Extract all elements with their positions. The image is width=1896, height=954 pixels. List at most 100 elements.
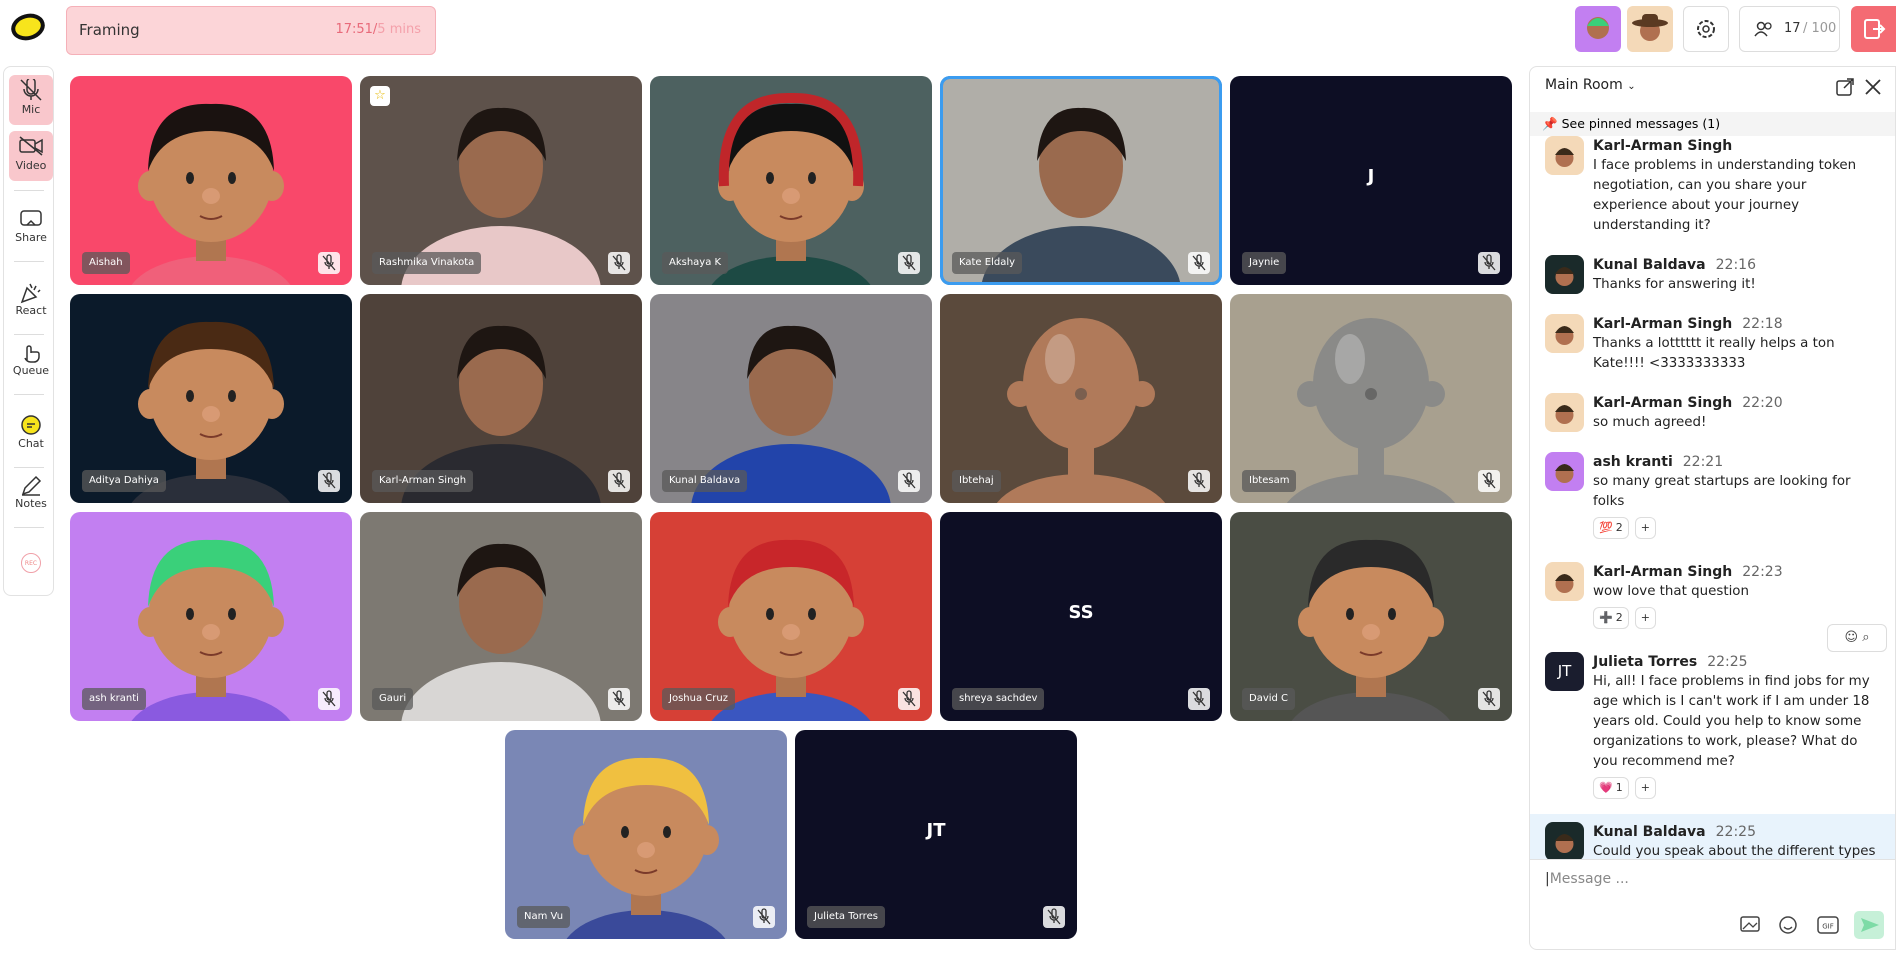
message-header: Karl-Arman Singh 22:20 (1593, 391, 1895, 413)
person-head (1039, 114, 1123, 218)
add-reaction[interactable]: + (1634, 776, 1656, 799)
video-tile[interactable]: Ibtehaj (940, 294, 1222, 503)
sidebar-button[interactable]: React (9, 276, 53, 326)
video-tile[interactable]: Kunal Baldava (650, 294, 932, 503)
mic-shape (1192, 690, 1206, 707)
eye (228, 390, 236, 402)
user-avatar[interactable] (1575, 6, 1621, 52)
add-reaction[interactable]: + (1634, 516, 1656, 539)
tile-art (711, 539, 871, 721)
pinned-bar[interactable]: 📌 See pinned messages (1) (1530, 112, 1895, 136)
settings-button[interactable] (1683, 6, 1729, 52)
sidebar-button[interactable]: REC (9, 551, 53, 575)
sidebar-button[interactable]: Video (9, 131, 53, 181)
image-button[interactable] (1740, 916, 1760, 932)
logo[interactable] (10, 12, 46, 42)
emoji-button[interactable] (1779, 916, 1797, 934)
add-reaction[interactable]: + (1634, 606, 1656, 629)
message-avatar (1545, 822, 1584, 859)
reaction-emoji: 💯 (1599, 520, 1613, 534)
mic-svg (322, 472, 336, 489)
video-tile[interactable]: Akshaya K (650, 76, 932, 285)
room-selector[interactable]: Main Room ⌄ (1545, 77, 1636, 93)
sidebar-label: Notes (15, 497, 47, 510)
message-input[interactable]: |Message ... (1545, 871, 1629, 887)
message-text: Hi, all! I face problems in find jobs fo… (1593, 674, 1870, 769)
message-header: Karl-Arman Singh 22:18 (1593, 312, 1895, 334)
hair (1308, 539, 1434, 607)
video-tile[interactable]: Nam Vu (505, 730, 787, 939)
mic-shape (1192, 472, 1206, 489)
sidebar-label: Chat (18, 437, 44, 450)
nose (637, 842, 655, 858)
video-tile[interactable]: Aishah (70, 76, 352, 285)
mic-shape (902, 472, 916, 489)
mic-svg (612, 472, 626, 489)
settings-icon (1697, 20, 1715, 38)
leave-button[interactable] (1851, 6, 1896, 52)
message-actions[interactable]: ☺ ⌕ (1827, 624, 1887, 652)
icon-shape (21, 415, 41, 435)
head (149, 110, 273, 242)
mic-svg (1482, 254, 1496, 271)
sidebar-icon (24, 345, 40, 363)
video-tile[interactable]: David C (1230, 512, 1512, 721)
person-head (749, 332, 833, 436)
video-tile[interactable]: Ibtesam (1230, 294, 1512, 503)
body (711, 692, 871, 721)
tile-art (360, 294, 642, 503)
video-tile[interactable]: J Jaynie (1230, 76, 1512, 285)
close-button[interactable] (1863, 77, 1883, 97)
icon (1865, 79, 1881, 95)
mouth (199, 433, 223, 438)
gif-button[interactable]: GIF (1817, 916, 1839, 934)
mic-muted-icon (318, 470, 340, 492)
video-tile[interactable]: JT Julieta Torres (795, 730, 1077, 939)
separator (14, 190, 44, 191)
people-icon (1754, 21, 1772, 37)
message-header: Karl-Arman Singh (1593, 136, 1895, 156)
chat-message: Karl-Arman Singh 22:20 so much agreed! (1530, 391, 1895, 433)
video-tile[interactable]: Joshua Cruz (650, 512, 932, 721)
participants-count: 17 (1784, 21, 1801, 36)
tile-art (566, 757, 726, 939)
sidebar-icon (20, 79, 42, 101)
sidebar-button[interactable]: Share (9, 203, 53, 253)
reaction-pill[interactable]: 💗 1 (1593, 776, 1629, 799)
send-button[interactable] (1854, 911, 1884, 939)
sidebar-label: Video (15, 159, 47, 172)
video-tile[interactable]: Gauri (360, 512, 642, 721)
participants-button[interactable]: 17 / 100 (1739, 6, 1840, 52)
video-tile[interactable]: Aditya Dahiya (70, 294, 352, 503)
mic-shape (902, 254, 916, 271)
video-tile[interactable]: ash kranti (70, 512, 352, 721)
participant-name: Kunal Baldava (662, 470, 748, 492)
icon-shape (20, 210, 42, 226)
session-bar: Framing 17:51/5 mins (66, 6, 436, 55)
reaction-pill[interactable]: 💯 2 (1593, 516, 1629, 539)
sidebar-button[interactable]: Chat (9, 409, 53, 459)
nose (202, 406, 220, 422)
video-tile[interactable]: ☆ Rashmika Vinakota (360, 76, 642, 285)
separator (14, 261, 44, 262)
eye (808, 172, 816, 184)
mic-shape (1482, 254, 1496, 271)
popout-button[interactable] (1835, 77, 1855, 97)
message-list: Karl-Arman Singh I face problems in under… (1530, 136, 1895, 859)
reaction-pill[interactable]: ➕ 2 (1593, 606, 1629, 629)
tile-art (650, 294, 932, 503)
headphones (718, 92, 864, 187)
sidebar-button[interactable]: Queue (9, 336, 53, 386)
user-avatar[interactable] (1627, 6, 1673, 52)
video-tile[interactable]: SS shreya sachdev (940, 512, 1222, 721)
eye (1346, 608, 1354, 620)
sidebar-button[interactable]: Mic (9, 75, 53, 125)
eye (186, 390, 194, 402)
message-text: I face problems in understanding token n… (1593, 158, 1857, 233)
mic-svg (322, 254, 336, 271)
video-tile[interactable]: Kate Eldaly (940, 76, 1222, 285)
sidebar-icon (21, 415, 41, 435)
sidebar-button[interactable]: Notes (9, 469, 53, 519)
video-tile[interactable]: Karl-Arman Singh (360, 294, 642, 503)
mic-svg (612, 254, 626, 271)
